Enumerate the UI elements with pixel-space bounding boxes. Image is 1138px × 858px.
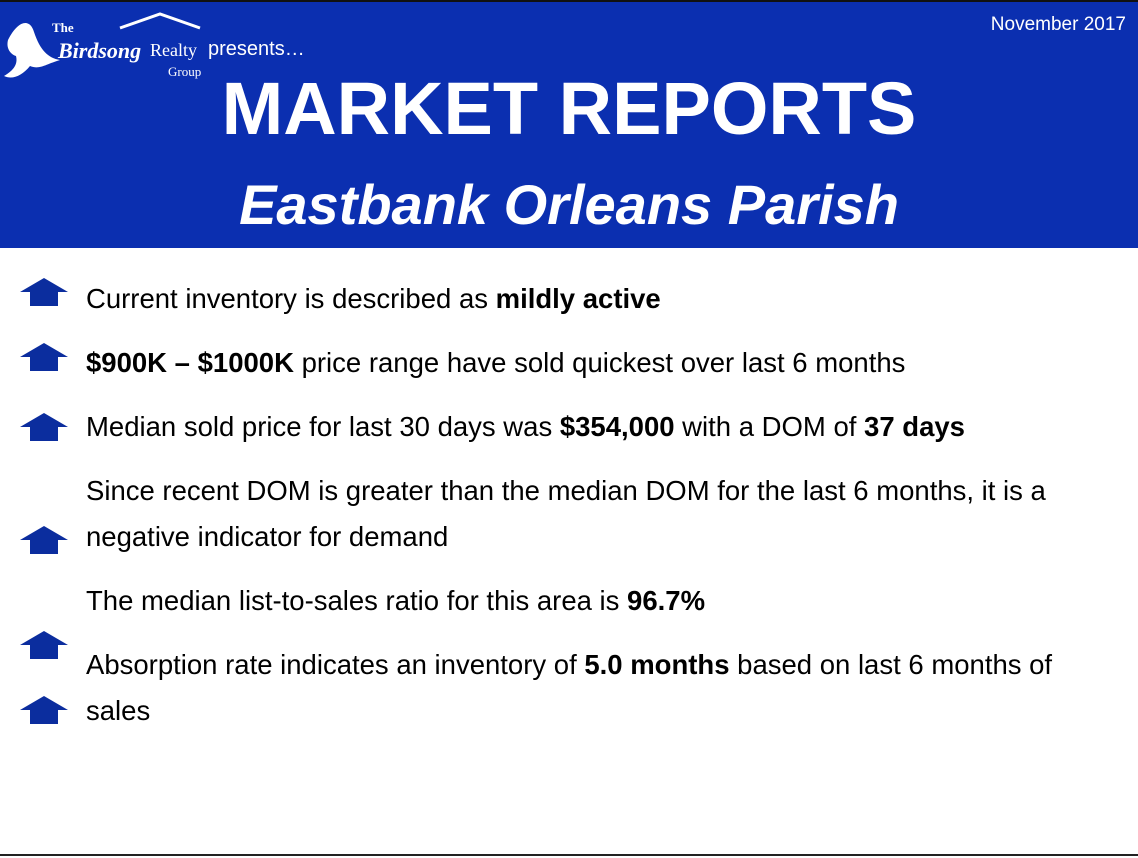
logo-group: Group [168, 64, 201, 79]
bullet-text: $900K – $1000K price range have sold qui… [86, 340, 1086, 386]
bullet-text: Absorption rate indicates an inventory o… [86, 642, 1086, 734]
bullet-icon [20, 278, 68, 306]
text: Median sold price for last 30 days was [86, 411, 560, 442]
bullet-icon [20, 413, 68, 441]
text: based on last 6 months of sales [86, 649, 1053, 726]
bullet-text: The median list-to-sales ratio for this … [86, 578, 1086, 624]
text: The median list-to-sales ratio for this … [86, 585, 628, 616]
bullet-icon [20, 631, 68, 659]
bottom-rule [0, 854, 1138, 856]
dove-icon [4, 22, 60, 78]
bullet-icon [20, 696, 68, 724]
text: Since recent DOM is greater than the med… [86, 475, 1046, 552]
title: MARKET REPORTS [221, 67, 917, 150]
text: Absorption rate indicates an inventory o… [86, 649, 585, 680]
roof-icon [119, 12, 201, 30]
logo-birdsong: Birdsong [57, 38, 141, 63]
bold-text: 96.7% [627, 585, 706, 616]
bullet-list: Current inventory is described as mildly… [86, 276, 1086, 752]
bullet-text: Current inventory is described as mildly… [86, 276, 1086, 322]
text: with a DOM of [674, 411, 865, 442]
text: price range have sold quickest over last… [293, 347, 906, 378]
logo-realty: Realty [150, 40, 197, 60]
bullet-text: Since recent DOM is greater than the med… [86, 468, 1086, 560]
bullet-text: Median sold price for last 30 days was $… [86, 404, 1086, 450]
text: Current inventory is described as [86, 283, 496, 314]
bold-text: 5.0 months [584, 649, 730, 680]
bullet-icon [20, 526, 68, 554]
bullet-icon [20, 343, 68, 371]
bold-text: $354,000 [559, 411, 675, 442]
bold-text: $900K – $1000K [86, 347, 294, 378]
logo-the: The [52, 20, 74, 35]
subtitle: Eastbank Orleans Parish [239, 173, 899, 236]
presents: presents… [208, 38, 305, 60]
bold-text: 37 days [864, 411, 965, 442]
report-date: November 2017 [990, 14, 1126, 35]
bold-text: mildly active [495, 283, 661, 314]
header-band: The Birdsong Realty Group presents… Nove… [0, 0, 1138, 248]
logo: The Birdsong Realty Group [4, 12, 201, 79]
